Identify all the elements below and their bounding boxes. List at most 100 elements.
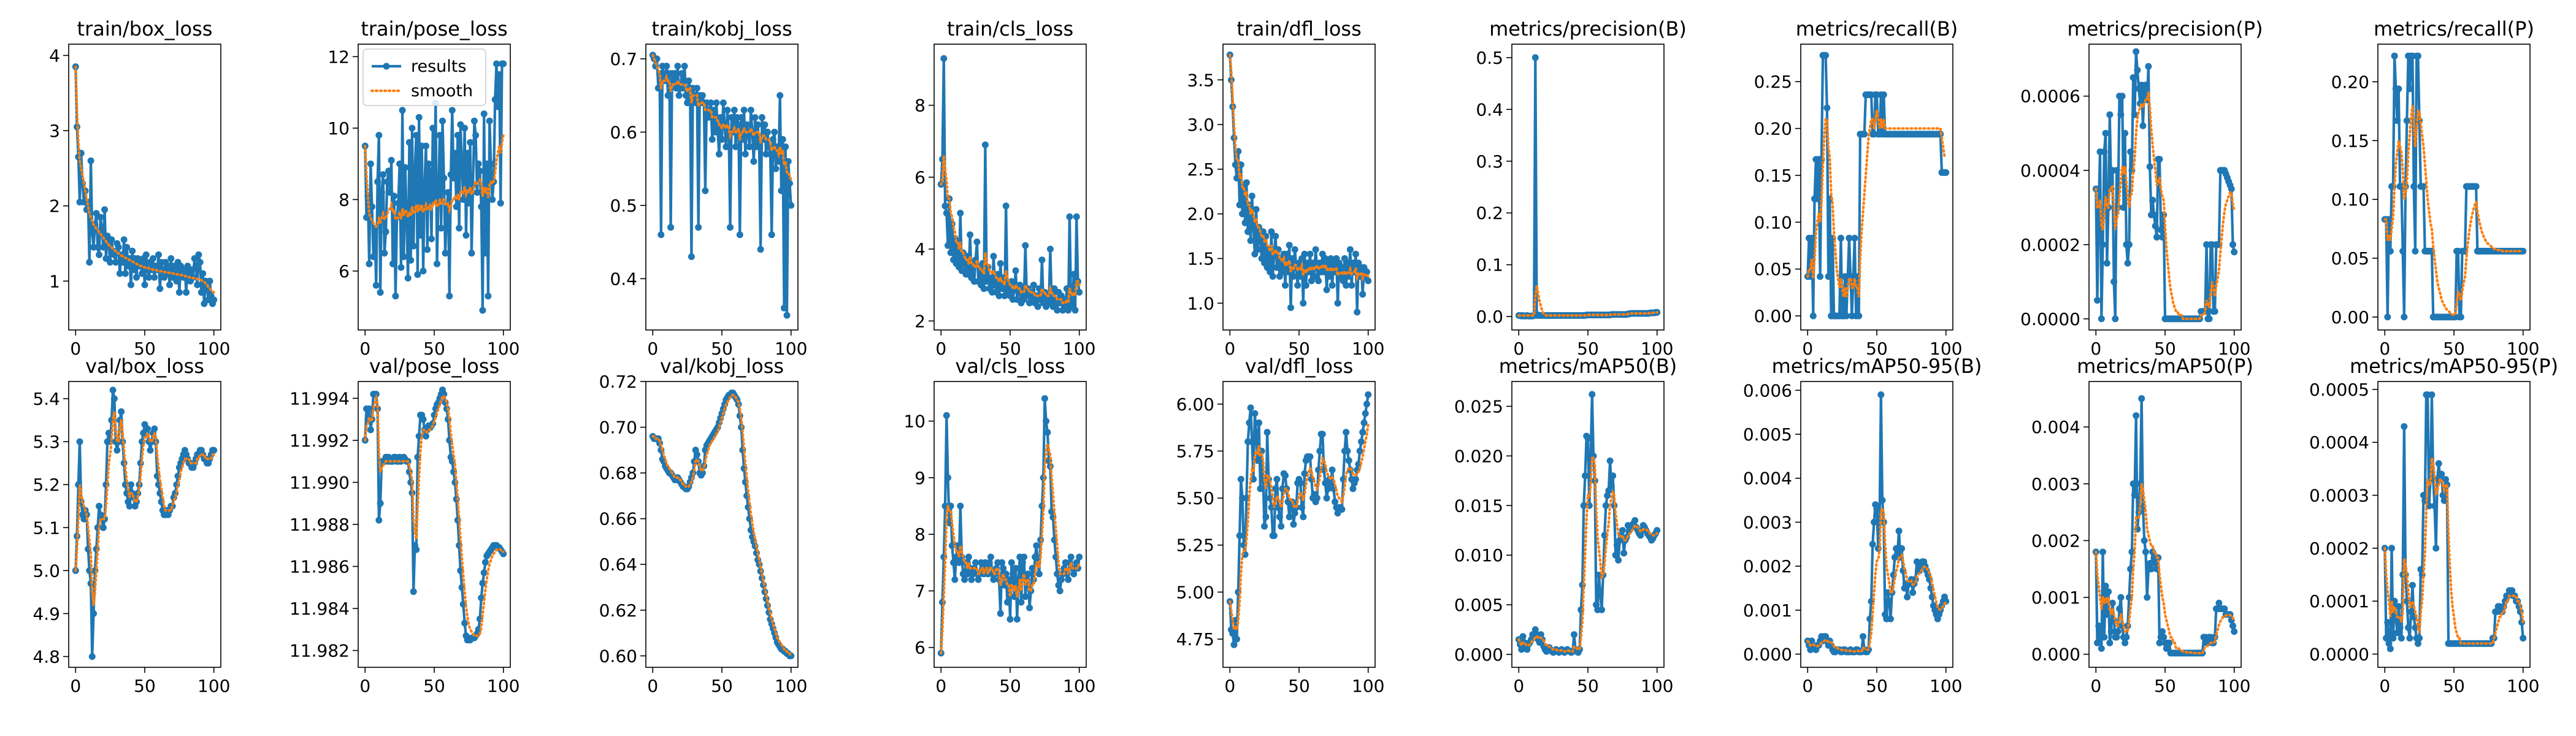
- data-point: [366, 260, 373, 267]
- data-point: [2229, 241, 2236, 248]
- data-point: [1328, 282, 1336, 289]
- data-point: [1021, 553, 1027, 561]
- y-tick-label: 4.75: [1176, 629, 1214, 650]
- data-point: [2398, 635, 2405, 642]
- data-point: [1236, 532, 1243, 539]
- data-point: [2101, 634, 2108, 641]
- subplot-title: metrics/recall(B): [1796, 17, 1958, 40]
- smooth-line: [651, 53, 792, 182]
- smooth-line: [940, 155, 1081, 305]
- plot-area: [2381, 52, 2527, 321]
- data-point: [415, 113, 423, 121]
- data-point: [2105, 588, 2112, 596]
- data-point: [2211, 308, 2218, 315]
- subplot-title: metrics/mAP50-95(P): [2350, 355, 2558, 378]
- data-point: [1612, 551, 1619, 559]
- data-point: [2102, 129, 2109, 137]
- data-point: [2163, 645, 2170, 652]
- subplot-title: metrics/mAP50-95(B): [1772, 355, 1982, 378]
- subplot: train/kobj_loss 0 50 100 0.4 0.5 0.6 0.7: [610, 17, 807, 359]
- data-point: [1311, 273, 1318, 280]
- data-point: [719, 99, 727, 107]
- data-point: [462, 232, 470, 239]
- data-point: [1360, 419, 1368, 426]
- data-point: [967, 231, 974, 239]
- data-point: [423, 432, 429, 440]
- data-point: [465, 199, 472, 207]
- data-point: [997, 610, 1004, 617]
- y-tick-label: 0.4: [1476, 99, 1503, 120]
- data-point: [1290, 521, 1297, 528]
- data-point: [2106, 639, 2114, 646]
- x-tick-label: 0: [2090, 676, 2101, 696]
- data-point: [1606, 457, 1614, 464]
- data-point: [369, 203, 375, 210]
- data-point: [1298, 504, 1305, 511]
- data-point: [2157, 226, 2164, 234]
- data-point: [1855, 312, 1863, 320]
- y-tick-label: 5.3: [33, 432, 60, 452]
- data-point: [1352, 250, 1359, 258]
- data-point: [94, 243, 101, 251]
- plot-area: [1515, 54, 1661, 320]
- x-tick-label: 100: [1352, 676, 1384, 696]
- x-tick-label: 100: [2507, 339, 2539, 359]
- x-tick-label: 50: [711, 676, 733, 696]
- data-point: [375, 516, 383, 524]
- x-tick-label: 0: [1802, 339, 1813, 359]
- data-point: [476, 167, 483, 175]
- data-point: [707, 99, 715, 107]
- data-point: [1269, 273, 1276, 280]
- data-point: [1043, 418, 1050, 425]
- data-point: [2103, 611, 2110, 618]
- data-point: [479, 307, 486, 314]
- y-tick-label: 0.68: [599, 463, 637, 483]
- data-point: [436, 132, 443, 139]
- y-tick-label: 9: [914, 468, 926, 488]
- y-tick-label: 0.0001: [2309, 591, 2369, 611]
- data-point: [1013, 616, 1021, 623]
- data-point: [464, 150, 471, 157]
- data-point: [957, 210, 964, 217]
- data-point: [2395, 603, 2402, 610]
- data-point: [717, 114, 724, 121]
- y-tick-label: 0.0004: [2020, 161, 2080, 181]
- data-point: [2383, 635, 2390, 642]
- data-point: [367, 160, 374, 167]
- data-point: [2117, 111, 2125, 118]
- data-point: [657, 231, 665, 239]
- data-point: [2098, 645, 2105, 652]
- data-point: [975, 576, 982, 583]
- data-point: [693, 85, 700, 92]
- data-point: [999, 559, 1005, 566]
- data-point: [151, 425, 158, 432]
- data-point: [768, 231, 775, 239]
- data-point: [1046, 245, 1054, 253]
- data-point: [699, 469, 706, 477]
- smooth-line: [1806, 109, 1947, 297]
- data-point: [1316, 447, 1324, 454]
- y-tick-label: 0.66: [599, 509, 637, 529]
- data-point: [1323, 286, 1330, 293]
- x-tick-label: 100: [1063, 339, 1095, 359]
- subplot: train/cls_loss 0 50 100 2 4 6 8: [914, 17, 1095, 359]
- data-point: [473, 189, 481, 196]
- data-point: [1071, 307, 1079, 314]
- data-point: [1601, 532, 1608, 539]
- data-point: [943, 412, 950, 419]
- y-tick-label: 5.25: [1176, 535, 1214, 556]
- data-point: [1006, 616, 1014, 623]
- x-tick-label: 100: [1063, 676, 1095, 696]
- data-point: [468, 250, 475, 257]
- data-point: [1070, 570, 1078, 578]
- data-point: [105, 429, 112, 437]
- data-point: [1022, 242, 1029, 249]
- data-point: [481, 559, 489, 566]
- data-point: [1365, 277, 1372, 285]
- y-tick-label: 0.0004: [2309, 432, 2369, 453]
- data-point: [210, 296, 218, 304]
- results-line: [651, 55, 792, 317]
- x-tick-label: 0: [1224, 676, 1235, 696]
- data-point: [772, 165, 780, 172]
- data-point: [166, 281, 174, 288]
